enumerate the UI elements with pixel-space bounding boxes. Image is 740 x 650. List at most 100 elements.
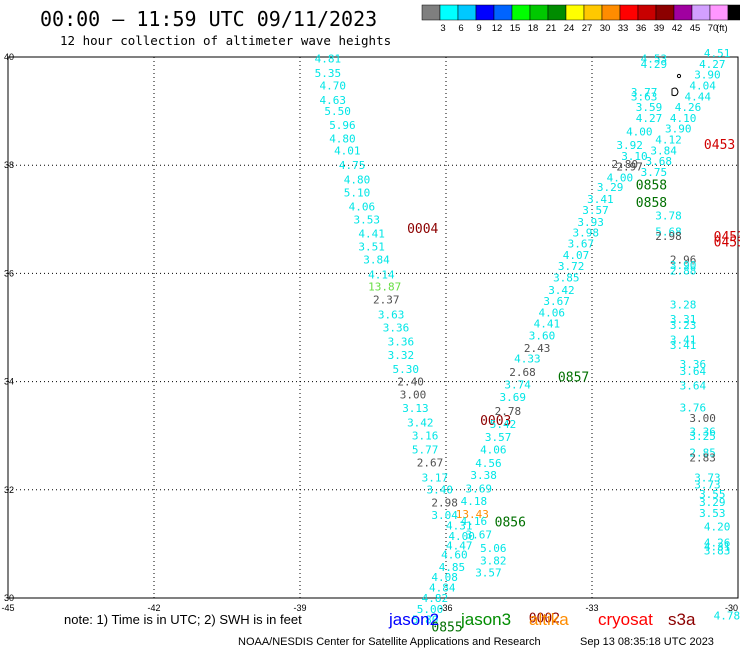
wave-height-label: 3.53 — [699, 507, 726, 520]
wave-height-label: 3.10 — [621, 150, 648, 163]
wave-height-label: 3.29 — [597, 181, 624, 194]
chart-subtitle: 12 hour collection of altimeter wave hei… — [60, 33, 391, 48]
wave-height-label: 4.60 — [441, 549, 468, 562]
wave-height-label: 3.16 — [412, 429, 439, 442]
colorbar-label: 27 — [582, 23, 593, 34]
wave-height-label: 3.28 — [670, 299, 697, 312]
wave-height-label: 3.36 — [388, 335, 415, 348]
wave-height-label: 2.85 — [689, 446, 716, 459]
wave-height-label: 2.88 — [670, 264, 697, 277]
wave-height-label: 4.08 — [431, 571, 458, 584]
wave-height-label: 4.81 — [315, 52, 342, 65]
wave-height-label: 5.77 — [412, 444, 439, 457]
wave-height-label: 3.77 — [631, 86, 658, 99]
wave-height-label: 3.69 — [465, 483, 492, 496]
colorbar-label: 24 — [564, 23, 575, 34]
colorbar-swatch — [655, 4, 675, 21]
wave-height-label: 3.36 — [689, 426, 716, 439]
wave-height-label: 2.96 — [670, 254, 697, 267]
legend-cryosat: cryosat — [598, 610, 653, 629]
wave-height-label: 4.00 — [626, 125, 653, 138]
wave-height-label: 3.72 — [558, 260, 585, 273]
wave-height-label: 3.68 — [646, 155, 673, 168]
colorbar-label: 9 — [476, 23, 481, 34]
wave-height-label: 5.68 — [655, 226, 682, 239]
y-tick-label: 38 — [4, 160, 14, 170]
wave-height-label: 4.44 — [684, 90, 711, 103]
colorbar-swatch — [673, 4, 693, 21]
wave-height-label: 3.83 — [704, 545, 731, 558]
wave-height-label: 3.51 — [358, 241, 385, 254]
colorbar-swatch — [691, 4, 711, 21]
wave-height-label: 2.43 — [524, 342, 551, 355]
wave-height-label: 3.67 — [543, 295, 570, 308]
colorbar-label: 45 — [690, 23, 701, 34]
wave-height-label: 4.07 — [563, 249, 590, 262]
wave-height-label: 4.00 — [607, 171, 634, 184]
wave-height-label: 4.84 — [429, 582, 456, 595]
colorbar-label: 33 — [618, 23, 629, 34]
wave-height-label: 5.06 — [480, 542, 507, 555]
colorbar-swatch — [475, 4, 495, 21]
wave-height-label: 5.10 — [344, 187, 371, 200]
wave-height-label: 3.85 — [553, 272, 580, 285]
wave-height-label: 3.57 — [485, 431, 512, 444]
colorbar-label: 6 — [458, 23, 463, 34]
wave-height-label: 4.56 — [475, 457, 502, 470]
wave-height-label: 4.06 — [480, 444, 507, 457]
wave-height-label: 5.42 — [490, 418, 517, 431]
colorbar-label: 30 — [600, 23, 611, 34]
wave-height-label: 2.40 — [397, 375, 424, 388]
x-tick-label: -39 — [293, 603, 306, 613]
wave-height-label: 13.43 — [456, 508, 489, 521]
wave-height-label: 3.13 — [402, 402, 429, 415]
wave-height-label: 2.97 — [616, 161, 643, 174]
legend-s3a: s3a — [668, 610, 696, 629]
colorbar-label: 3 — [440, 23, 445, 34]
wave-height-label: 4.18 — [461, 495, 488, 508]
wave-height-label: 3.67 — [465, 528, 492, 541]
colorbar-label: 15 — [510, 23, 521, 34]
colorbar-label: 18 — [528, 23, 539, 34]
wave-height-label: 3.93 — [577, 216, 604, 229]
wave-height-label: 13.87 — [368, 281, 401, 294]
colorbar-swatch — [529, 4, 549, 21]
wave-height-label: 4.78 — [714, 610, 740, 623]
wave-height-label: 5.50 — [324, 105, 351, 118]
wave-height-label: 4.06 — [538, 307, 565, 320]
wave-height-label: 3.74 — [504, 379, 531, 392]
wave-height-label: 4.26 — [675, 101, 702, 114]
wave-height-label: 4.16 — [461, 515, 488, 528]
wave-height-label: 4.31 — [704, 540, 731, 553]
pass-time-label: 0453 — [714, 235, 740, 250]
island-outline — [671, 73, 682, 97]
wave-height-label: 4.12 — [655, 134, 682, 147]
wave-height-label: 4.47 — [446, 539, 473, 552]
pass-time-label: 0858 — [636, 179, 667, 194]
pass-time-label: 0858 — [636, 196, 667, 211]
wave-height-label: 3.69 — [500, 391, 527, 404]
wave-height-label: 4.04 — [689, 79, 716, 92]
wave-height-label: 3.75 — [641, 166, 668, 179]
credit-text: NOAA/NESDIS Center for Satellite Applica… — [238, 636, 541, 648]
pass-time-label: 0453 — [704, 138, 735, 153]
wave-height-label: 3.63 — [631, 90, 658, 103]
wave-height-label: 3.90 — [694, 69, 721, 82]
wave-height-label: 3.38 — [470, 469, 497, 482]
wave-height-label: 4.14 — [368, 268, 395, 281]
wave-height-label: 5.30 — [392, 363, 419, 376]
wave-height-label: 5.35 — [315, 67, 342, 80]
pass-time-label: 0855 — [431, 621, 462, 636]
wave-height-label: 3.92 — [616, 139, 643, 152]
wave-height-label: 3.41 — [670, 334, 697, 347]
pass-time-label: 0856 — [495, 516, 526, 531]
wave-height-label: 4.70 — [319, 79, 346, 92]
wave-height-label: 4.75 — [339, 159, 366, 172]
wave-height-label: 4.80 — [329, 132, 356, 145]
colorbar-label: 12 — [492, 23, 503, 34]
wave-height-label: 4.41 — [534, 318, 561, 331]
pass-time-label: 0453 — [714, 230, 740, 245]
colorbar-swatch — [511, 4, 531, 21]
chart-title: 00:00 — 11:59 UTC 09/11/2023 — [40, 7, 377, 31]
x-tick-label: -33 — [585, 603, 598, 613]
